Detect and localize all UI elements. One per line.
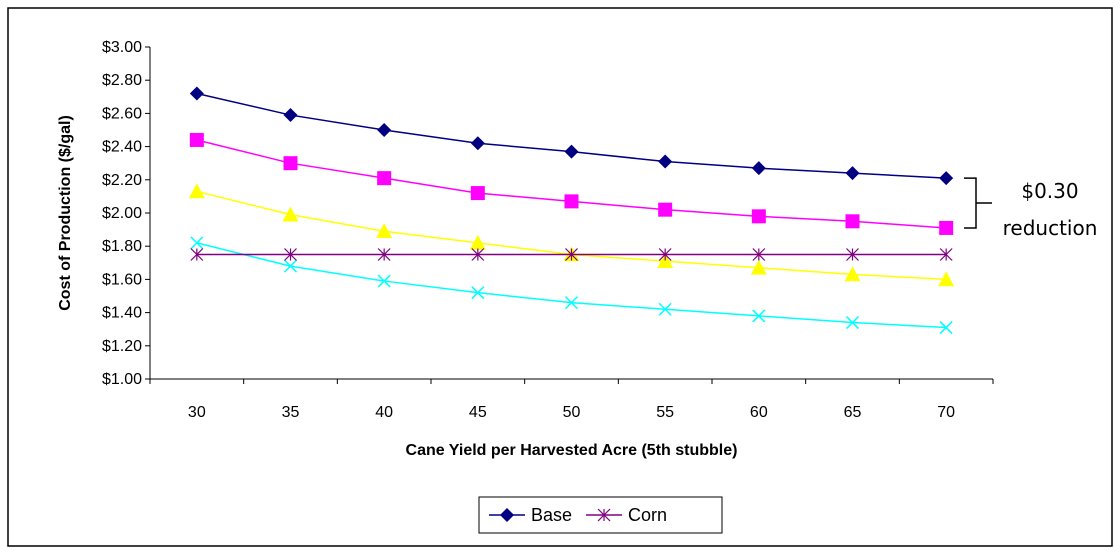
marker-stroke — [939, 321, 953, 335]
data-point — [377, 171, 392, 186]
data-point — [564, 296, 579, 310]
data-point — [282, 206, 299, 222]
data-point — [377, 274, 391, 288]
x-tick-label: 30 — [188, 404, 206, 421]
y-tick-label: $3.00 — [102, 39, 142, 56]
annotation-label: reduction — [1003, 216, 1098, 240]
data-point — [471, 248, 485, 261]
x-tick-label: 40 — [375, 404, 393, 421]
y-tick-label: $1.40 — [102, 305, 142, 322]
x-tick-label: 50 — [563, 404, 581, 421]
data-point — [658, 302, 672, 316]
y-tick-label: $1.80 — [102, 238, 142, 255]
data-point — [845, 166, 860, 181]
x-tick-label: 45 — [469, 404, 487, 421]
data-point — [565, 248, 578, 261]
y-tick-label: $2.80 — [102, 72, 142, 89]
marker-stroke — [658, 302, 672, 316]
y-tick-label: $2.20 — [102, 172, 142, 189]
reduction-bracket — [964, 177, 992, 229]
y-tick-label: $2.40 — [102, 139, 142, 156]
x-tick-label: 55 — [656, 404, 674, 421]
data-point — [377, 123, 392, 137]
x-tick-label: 70 — [937, 404, 955, 421]
data-point — [657, 253, 674, 268]
axes: $1.00 $1.20 $1.40 $1.60 $1.80 $2.00 $2.20 $2.40… — [57, 39, 994, 459]
data-point — [938, 271, 955, 287]
y-tick-label: $1.60 — [102, 271, 142, 288]
data-point — [658, 202, 673, 217]
marker-stroke — [471, 286, 485, 300]
x-tick-label: 65 — [844, 404, 862, 421]
series-unlabeled-2 — [189, 132, 954, 235]
data-point — [844, 266, 861, 282]
data-point — [939, 171, 954, 186]
data-point — [845, 316, 860, 330]
y-tick-label: $1.00 — [102, 371, 142, 388]
data-point — [470, 136, 485, 151]
data-point — [564, 194, 579, 209]
data-point — [751, 209, 766, 224]
data-point — [190, 248, 204, 261]
legend-item-corn: Corn — [586, 505, 667, 525]
data-point — [658, 248, 672, 261]
x-tick-label: 35 — [282, 404, 300, 421]
data-point — [751, 161, 766, 176]
legend-marker — [597, 508, 611, 522]
data-point — [564, 144, 579, 159]
data-point — [376, 223, 393, 239]
data-point — [469, 234, 486, 250]
marker-stroke — [845, 316, 860, 330]
marker-stroke — [564, 296, 579, 310]
legend-label: Corn — [628, 505, 667, 525]
data-point — [470, 186, 485, 201]
x-axis-title: Cane Yield per Harvested Acre (5th stubb… — [406, 442, 738, 459]
data-point — [658, 154, 673, 169]
annotation-amount: $0.30 — [1021, 179, 1078, 203]
legend-label: Base — [531, 505, 572, 525]
data-point — [750, 259, 767, 275]
marker-stroke — [190, 236, 204, 250]
data-point — [939, 248, 953, 261]
data-point — [283, 108, 298, 123]
data-point — [189, 132, 204, 147]
data-point — [939, 220, 954, 235]
data-point — [752, 248, 766, 261]
data-point — [283, 156, 298, 171]
x-tick-label: 60 — [750, 404, 768, 421]
legend-marker — [500, 508, 514, 522]
series-layer — [188, 86, 955, 335]
series-corn — [190, 248, 953, 261]
marker-stroke — [377, 274, 391, 288]
series-unlabeled-4 — [190, 236, 953, 335]
data-point — [471, 286, 485, 300]
data-point — [752, 309, 766, 323]
data-point — [846, 248, 859, 261]
y-axis-title: Cost of Production ($/gal) — [57, 115, 74, 311]
chart-border — [7, 7, 1113, 547]
data-point — [939, 321, 953, 335]
legend: Base Corn — [478, 496, 723, 534]
data-point — [284, 248, 297, 261]
data-point — [845, 214, 860, 229]
series-base — [189, 86, 954, 186]
marker-stroke — [752, 309, 766, 323]
marker-stroke — [283, 259, 298, 273]
y-tick-label: $2.00 — [102, 205, 142, 222]
annotation-layer: $0.30 reduction — [964, 177, 1098, 240]
y-tick-label: $1.20 — [102, 338, 142, 355]
data-point — [188, 183, 205, 199]
data-point — [377, 248, 391, 261]
data-point — [189, 86, 204, 101]
y-tick-label: $2.60 — [102, 105, 142, 122]
data-point — [283, 259, 298, 273]
data-point — [190, 236, 204, 250]
legend-item-base: Base — [489, 505, 572, 525]
